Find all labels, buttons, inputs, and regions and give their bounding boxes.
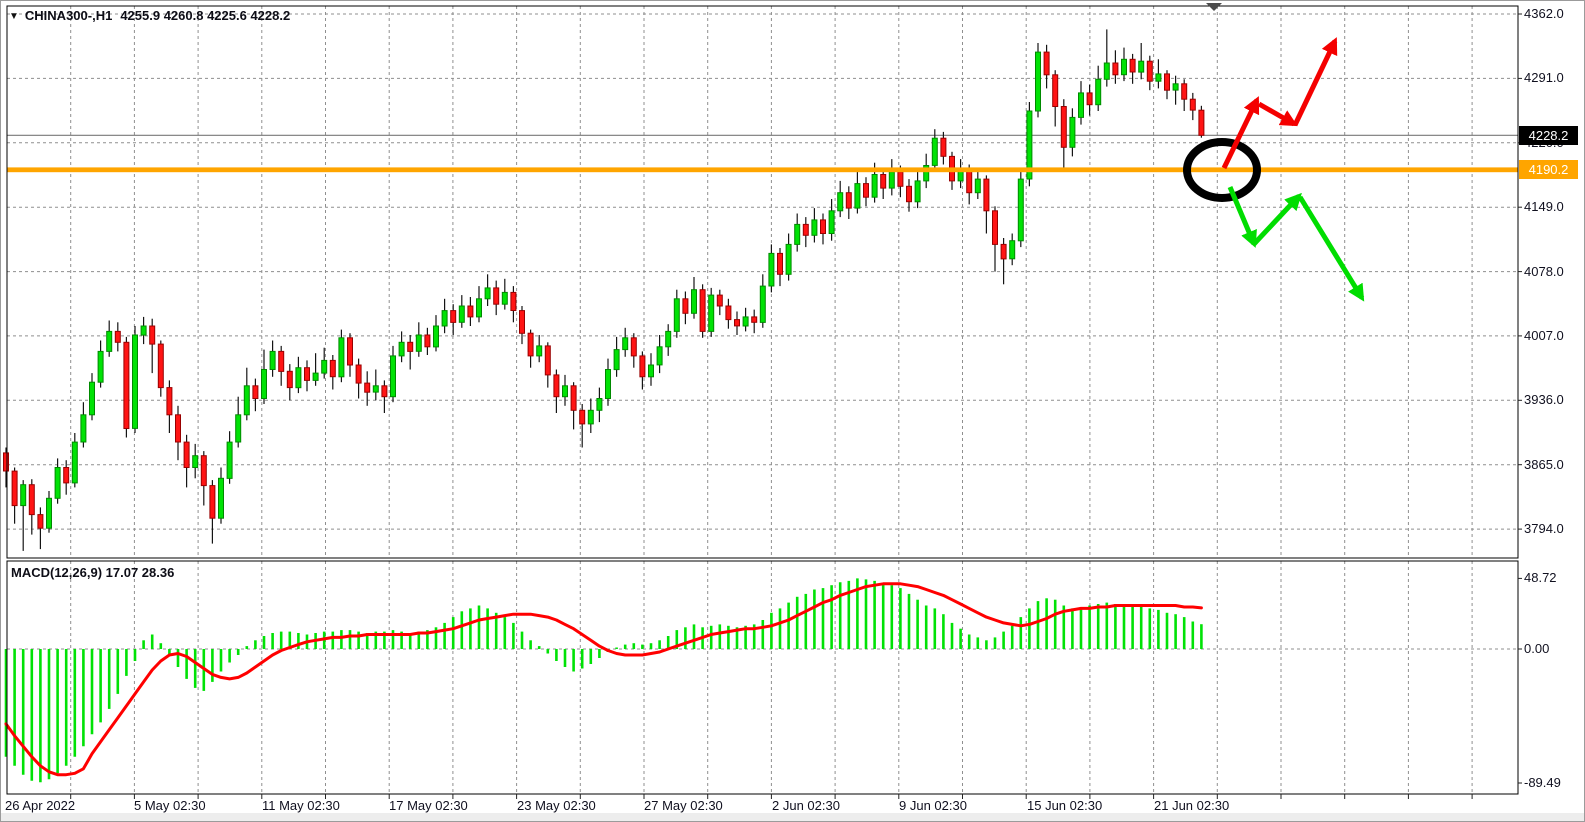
time-axis-label: 5 May 02:30 [134, 798, 206, 813]
horizontal-level-line[interactable] [7, 167, 1518, 173]
time-axis-label: 21 Jun 02:30 [1154, 798, 1230, 813]
time-axis-label: 9 Jun 02:30 [899, 798, 967, 813]
hline-price-badge: 4190.2 [1519, 160, 1578, 180]
time-axis-label: 26 Apr 2022 [5, 798, 76, 813]
price-axis-label: 3936.0 [1524, 392, 1564, 408]
axis-ticks [70, 13, 1522, 799]
macd-axis-label: 48.72 [1524, 570, 1557, 586]
pane-borders [6, 5, 1519, 795]
macd-axis-label: 0.00 [1524, 641, 1550, 656]
annotation-ellipse[interactable] [1183, 138, 1261, 202]
macd-axis-label: -89.49 [1524, 774, 1561, 790]
time-axis-label: 23 May 02:30 [517, 798, 596, 813]
window-bottom-edge [1, 813, 1584, 821]
price-axis-label: 4149.0 [1524, 199, 1564, 215]
price-axis-label: 3794.0 [1524, 521, 1564, 537]
scroll-to-end-icon[interactable] [1206, 3, 1222, 11]
candle-wicks [5, 29, 1203, 551]
annotation-green-arrows[interactable] [1227, 186, 1365, 302]
price-axis-label: 4362.0 [1524, 6, 1564, 21]
price-axis-label: 4291.0 [1524, 70, 1564, 86]
macd-indicator-label: MACD(12,26,9) 17.07 28.36 [11, 565, 175, 580]
macd-signal-line [4, 582, 1203, 777]
macd-histogram [4, 578, 1203, 783]
chart-title: ▼ CHINA300-,H1 4255.9 4260.8 4225.6 4228.2 [9, 8, 290, 23]
symbol-dropdown-icon[interactable]: ▼ [9, 11, 19, 22]
annotation-red-arrows[interactable] [1221, 37, 1338, 170]
price-axis-label: 4078.0 [1524, 263, 1564, 279]
time-axis-label: 11 May 02:30 [262, 798, 340, 813]
time-axis-label: 15 Jun 02:30 [1027, 798, 1103, 813]
chart-title-ohlc: 4255.9 4260.8 4225.6 4228.2 [120, 8, 291, 23]
bear-candles [3, 51, 1205, 529]
gridlines [7, 6, 1518, 794]
pane-divider[interactable] [7, 557, 1518, 562]
price-axis-label: 3865.0 [1524, 456, 1564, 472]
bull-candles [20, 51, 1179, 529]
time-axis-label: 27 May 02:30 [644, 798, 723, 813]
current-price-badge: 4228.2 [1519, 125, 1578, 145]
price-axis-label: 4007.0 [1524, 327, 1564, 343]
time-axis-label: 17 May 02:30 [389, 798, 468, 813]
chart-title-symbol: CHINA300-,H1 [24, 8, 113, 23]
time-axis-label: 2 Jun 02:30 [772, 798, 840, 813]
